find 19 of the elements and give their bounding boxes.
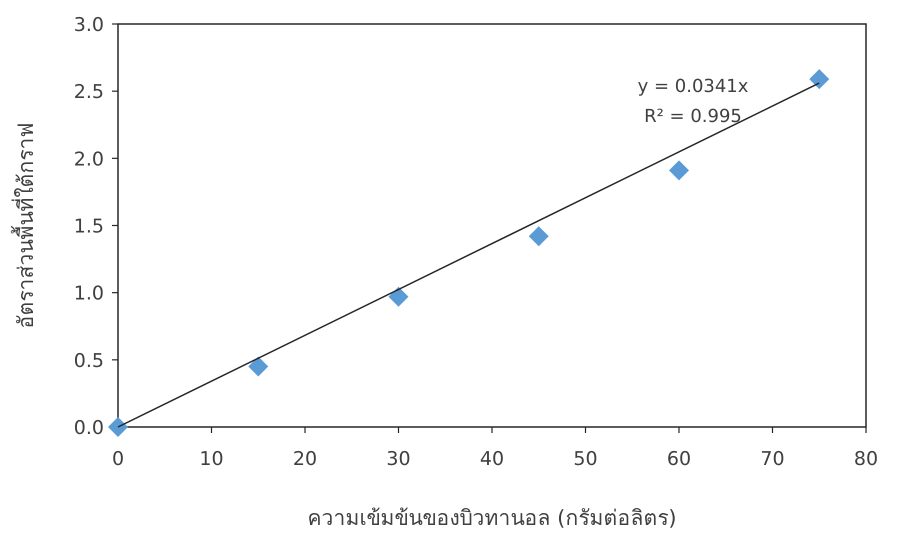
xtick-label: 60: [666, 448, 692, 470]
xtick-label: 80: [854, 448, 878, 470]
xtick-label: 10: [199, 448, 224, 470]
annotation: R² = 0.995: [644, 106, 742, 127]
x-axis-title: ความเข้มข้นของบิวทานอล (กรัมต่อลิตร): [307, 506, 677, 530]
xtick-label: 70: [760, 448, 785, 470]
xtick-label: 20: [292, 448, 318, 470]
ytick-label: 2.5: [74, 81, 104, 104]
ytick-label: 2.0: [74, 148, 104, 170]
xtick-label: 0: [112, 448, 124, 470]
ytick-label: 0.5: [74, 350, 104, 372]
ytick-label: 3.0: [74, 14, 104, 36]
ytick-label: 0.0: [74, 417, 104, 439]
xtick-label: 40: [480, 448, 504, 470]
xtick-label: 30: [386, 448, 411, 470]
annotation: y = 0.0341x: [638, 76, 748, 97]
ytick-label: 1.0: [74, 282, 104, 305]
xtick-label: 50: [573, 448, 598, 470]
ytick-label: 1.5: [74, 216, 104, 238]
